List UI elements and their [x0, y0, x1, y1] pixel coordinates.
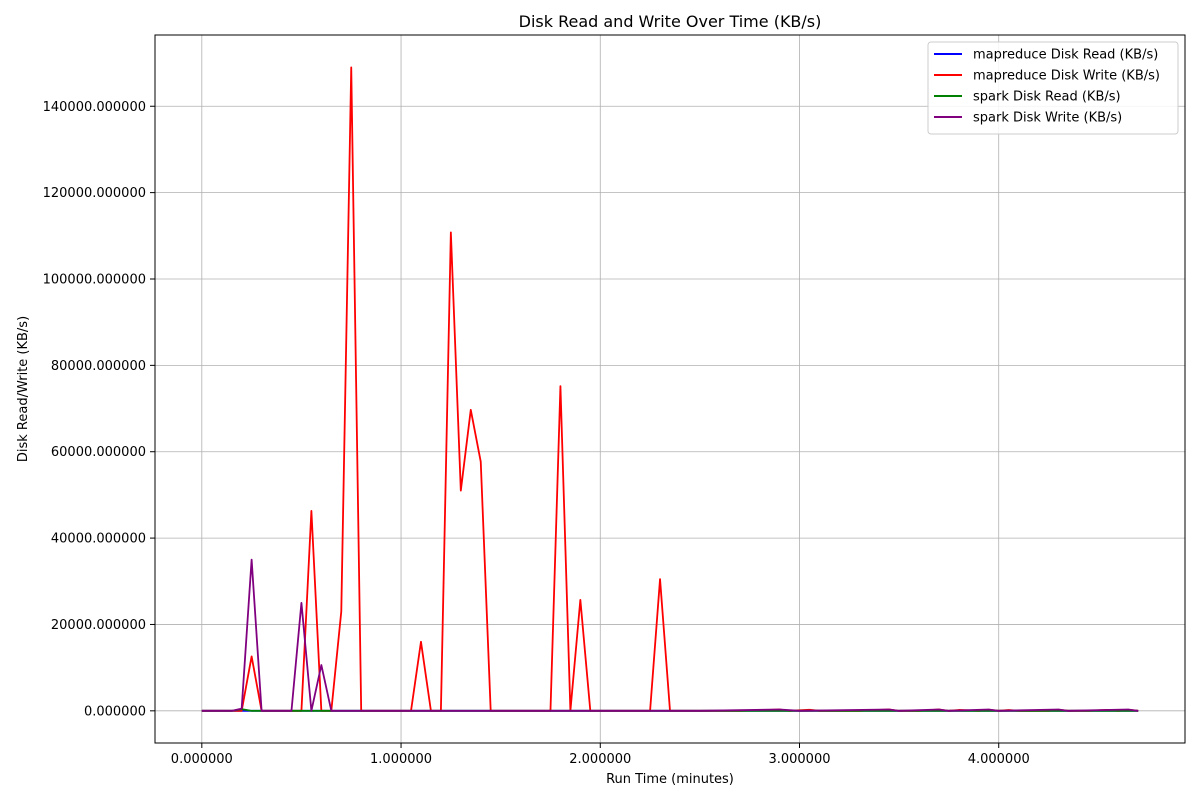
y-tick-label: 100000.000000: [43, 272, 146, 287]
x-tick-label: 2.000000: [569, 752, 631, 767]
x-tick-label: 1.000000: [370, 752, 432, 767]
y-axis-ticks: 0.000000 20000.000000 40000.000000 60000.00…: [43, 100, 155, 719]
y-axis-title: Disk Read/Write (KB/s): [16, 316, 31, 462]
legend-label: mapreduce Disk Read (KB/s): [973, 48, 1158, 63]
y-tick-label: 120000.000000: [43, 186, 146, 201]
series-lines: [201, 66, 1139, 712]
legend-label: mapreduce Disk Write (KB/s): [973, 69, 1160, 84]
y-tick-label: 40000.000000: [51, 532, 146, 547]
x-tick-label: 0.000000: [171, 752, 233, 767]
series-line-4: [201, 558, 1139, 712]
y-tick-label: 60000.000000: [51, 445, 146, 460]
x-axis-ticks: 0.000000 1.000000 2.000000 3.000000 4.000000: [171, 743, 1030, 767]
plot-frame: [154, 34, 1186, 744]
legend-label: spark Disk Read (KB/s): [973, 90, 1121, 105]
y-tick-label: 140000.000000: [43, 100, 146, 115]
y-tick-label: 0.000000: [84, 704, 146, 719]
x-tick-label: 3.000000: [768, 752, 830, 767]
legend: mapreduce Disk Read (KB/s) mapreduce Disk…: [927, 41, 1179, 135]
legend-label: spark Disk Write (KB/s): [973, 111, 1122, 126]
legend-box: [927, 41, 1179, 135]
x-tick-label: 4.000000: [968, 752, 1030, 767]
y-tick-label: 20000.000000: [51, 618, 146, 633]
y-tick-label: 80000.000000: [51, 359, 146, 374]
chart-title: Disk Read and Write Over Time (KB/s): [519, 12, 822, 31]
grid: [155, 35, 1185, 743]
x-axis-title: Run Time (minutes): [606, 772, 734, 787]
